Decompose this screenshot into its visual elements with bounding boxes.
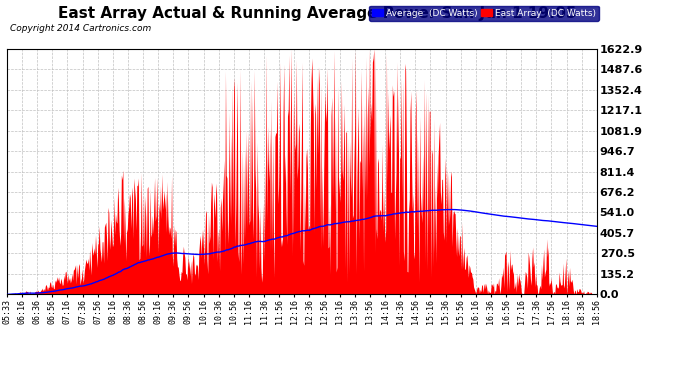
Legend: Average  (DC Watts), East Array  (DC Watts): Average (DC Watts), East Array (DC Watts… [369, 6, 599, 21]
Text: East Array Actual & Running Average Power Sun Jun 1 19:05: East Array Actual & Running Average Powe… [58, 6, 577, 21]
Text: Copyright 2014 Cartronics.com: Copyright 2014 Cartronics.com [10, 24, 152, 33]
